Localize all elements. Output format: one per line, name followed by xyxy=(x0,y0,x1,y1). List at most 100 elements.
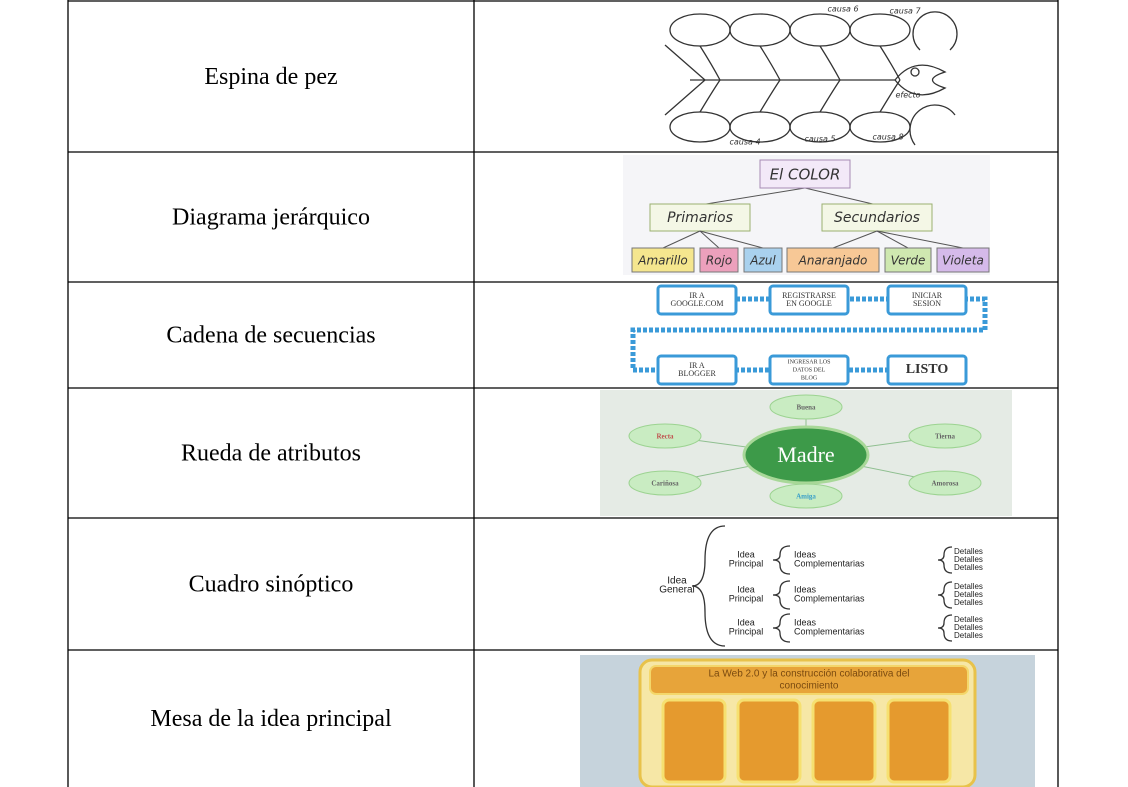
cause-bubble xyxy=(669,13,731,47)
text: Mesa de la idea principal xyxy=(150,706,392,732)
brace xyxy=(937,614,953,642)
text: INICIAR xyxy=(912,291,943,300)
text: Detalles xyxy=(954,631,983,640)
link xyxy=(699,230,720,249)
bone xyxy=(819,45,841,81)
step-box xyxy=(656,354,738,386)
bone xyxy=(699,45,721,81)
table-leg xyxy=(811,698,877,784)
group-box xyxy=(821,203,933,232)
item-box xyxy=(936,247,990,273)
bubble xyxy=(909,104,956,146)
text: Verde xyxy=(891,254,926,268)
brace xyxy=(691,525,726,647)
text: DATOS DEL xyxy=(793,367,826,373)
attribute-node xyxy=(628,470,702,496)
text: REGISTRARSE xyxy=(782,291,836,300)
center-node xyxy=(742,425,870,485)
head xyxy=(894,64,947,96)
brace xyxy=(937,546,953,574)
text: Amorosa xyxy=(931,480,959,488)
text: INGRESAR LOS xyxy=(788,359,831,365)
step-box xyxy=(768,354,850,386)
text: Idea xyxy=(737,549,755,559)
text: causa 5 xyxy=(804,135,835,144)
text: Amarillo xyxy=(637,254,688,268)
text: causa 7 xyxy=(889,7,921,16)
text: GOOGLE.COM xyxy=(670,299,723,308)
text: Detalles xyxy=(954,590,983,599)
brace xyxy=(937,581,953,609)
brace xyxy=(772,580,791,610)
text: conocimiento xyxy=(780,681,839,692)
item-box xyxy=(884,247,932,273)
link xyxy=(876,230,909,249)
table-leg xyxy=(886,698,952,784)
text: LISTO xyxy=(906,362,949,377)
text: causa 6 xyxy=(827,5,858,14)
text: Anaranjado xyxy=(798,254,868,268)
text: Violeta xyxy=(942,254,984,268)
step-box xyxy=(886,354,968,386)
text: Azul xyxy=(749,254,776,268)
text: Rojo xyxy=(706,254,732,268)
text: Ideas xyxy=(794,584,817,594)
text: General xyxy=(659,585,695,596)
link xyxy=(876,230,964,249)
text: causa 4 xyxy=(729,138,760,147)
text: Detalles xyxy=(954,582,983,591)
text: Tierna xyxy=(935,433,956,441)
text: Complementarias xyxy=(794,558,865,568)
link xyxy=(699,230,764,249)
text: Principal xyxy=(729,558,764,568)
attribute-node xyxy=(769,394,843,420)
brace xyxy=(772,613,791,643)
table-leg xyxy=(661,698,727,784)
text: Detalles xyxy=(954,598,983,607)
bone xyxy=(699,79,721,113)
text: BLOG xyxy=(801,375,818,381)
text: Complementarias xyxy=(794,626,865,636)
bone xyxy=(879,79,901,113)
text: Idea xyxy=(737,584,755,594)
text: Detalles xyxy=(954,615,983,624)
text: Cariñosa xyxy=(651,480,679,488)
text: efecto xyxy=(895,91,920,100)
text: Idea xyxy=(737,617,755,627)
text: Cuadro sinóptico xyxy=(189,572,354,598)
text: Secundarios xyxy=(834,210,920,226)
step-box xyxy=(886,284,968,316)
text: Detalles xyxy=(954,547,983,556)
item-box xyxy=(743,247,783,273)
link xyxy=(804,187,878,206)
text: Madre xyxy=(777,442,834,467)
table-leg xyxy=(736,698,802,784)
root-box xyxy=(759,159,851,189)
text: La Web 2.0 y la construcción colaborativ… xyxy=(708,669,909,680)
text: BLOGGER xyxy=(678,369,716,378)
step-box xyxy=(656,284,738,316)
text: Detalles xyxy=(954,555,983,564)
link xyxy=(699,187,806,206)
text: Ideas xyxy=(794,617,817,627)
text: El COLOR xyxy=(770,166,841,184)
bone xyxy=(819,79,841,113)
cause-bubble xyxy=(669,111,731,143)
eye xyxy=(910,67,920,77)
item-box xyxy=(786,247,880,273)
text: SESION xyxy=(913,299,941,308)
text: Amiga xyxy=(796,493,816,501)
cause-bubble xyxy=(729,13,791,47)
brace xyxy=(772,545,791,575)
text: Idea xyxy=(667,576,687,587)
tail xyxy=(664,44,706,116)
text: Espina de pez xyxy=(204,64,337,90)
attribute-node xyxy=(628,423,702,449)
text: Buena xyxy=(796,404,816,412)
link xyxy=(662,230,701,249)
item-box xyxy=(699,247,739,273)
item-box xyxy=(631,247,695,273)
text: Diagrama jerárquico xyxy=(172,205,370,231)
attribute-node xyxy=(769,483,843,509)
text: Cadena de secuencias xyxy=(166,323,375,349)
